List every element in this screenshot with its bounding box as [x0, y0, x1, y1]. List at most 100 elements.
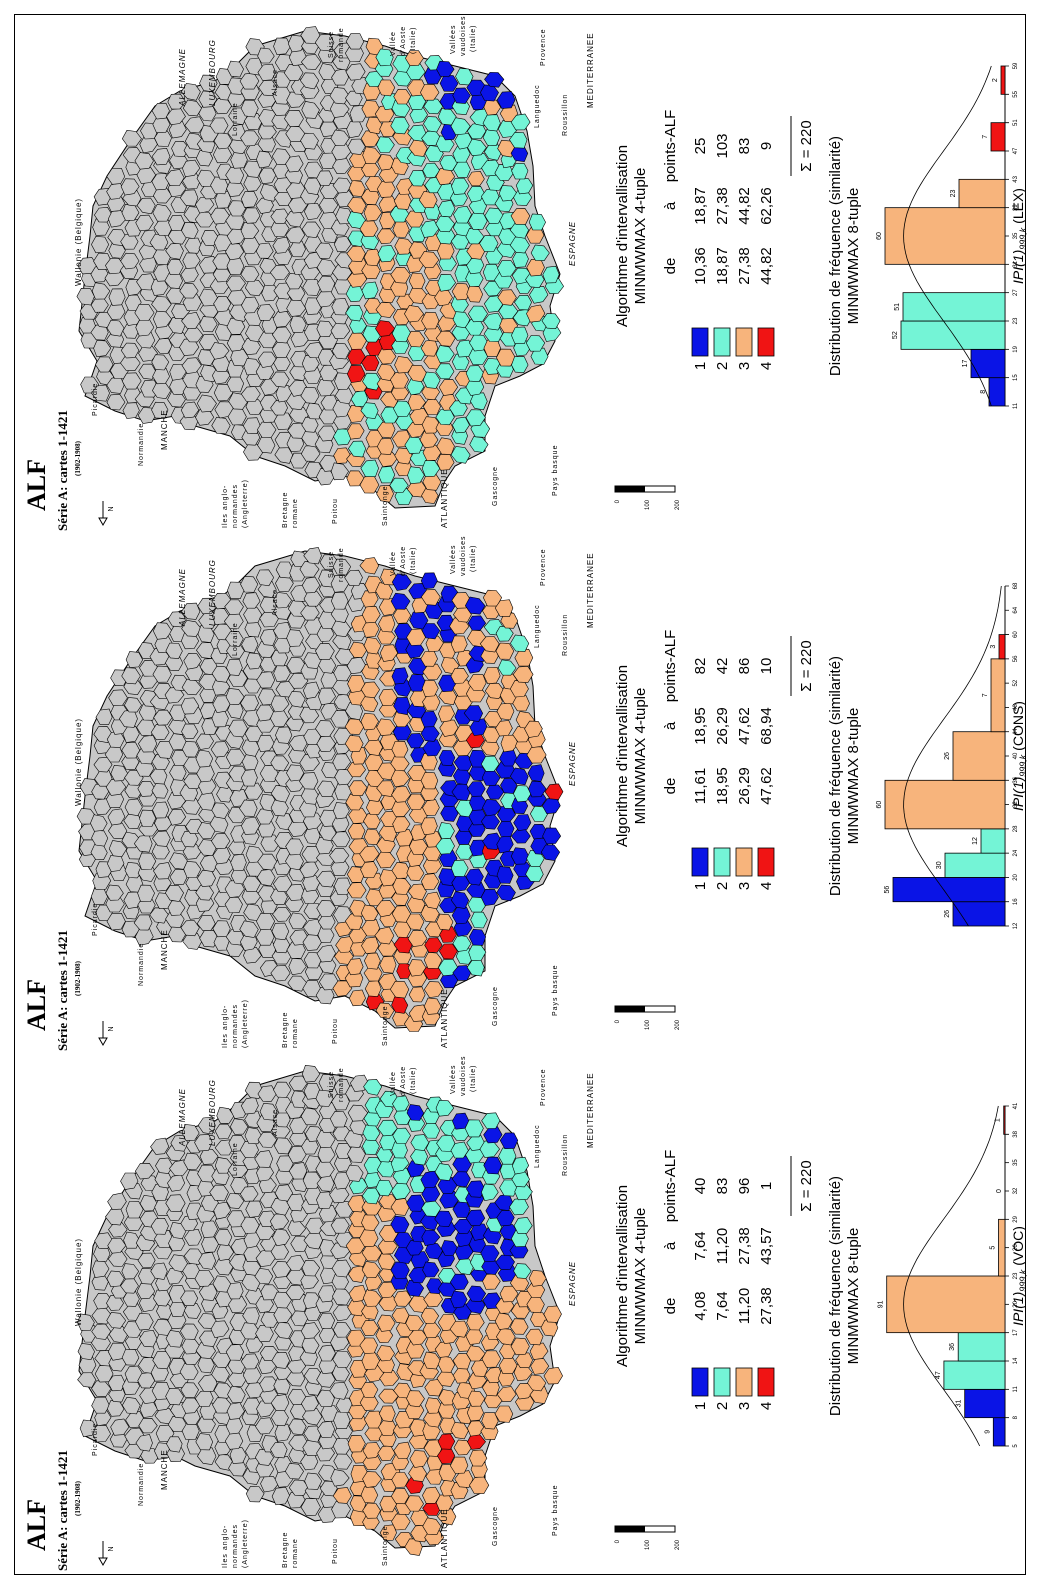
map-cell	[527, 764, 545, 782]
map-cell	[392, 1127, 411, 1144]
map-cell	[332, 1350, 353, 1368]
map-cell	[211, 416, 231, 434]
legend-to: 27,38	[736, 1227, 753, 1265]
map-cell	[316, 944, 336, 963]
map-cell	[524, 720, 543, 738]
region-label: Poitou	[332, 1018, 339, 1044]
histogram-bar	[990, 658, 1006, 733]
x-axis-label-main: IPI(1)	[1010, 777, 1026, 811]
legend-points: 40	[692, 1178, 709, 1195]
map-cell	[360, 590, 379, 608]
x-tick-label: 56	[1013, 655, 1019, 662]
map-cell	[211, 802, 230, 819]
x-tick-label: 11	[1013, 1386, 1019, 1393]
map-cell	[107, 854, 125, 872]
map-cell	[376, 485, 394, 503]
map-cell	[106, 1295, 124, 1311]
map-cell	[180, 697, 200, 715]
bar-value-label: 52	[892, 331, 899, 339]
map-cell	[315, 643, 335, 660]
map-cell	[255, 1223, 276, 1241]
map-cell	[419, 430, 439, 449]
map-cell	[332, 558, 352, 576]
map-cell	[255, 1296, 274, 1314]
map-cell	[407, 466, 425, 485]
map-cell	[390, 1261, 410, 1279]
map-cell	[300, 132, 319, 150]
legend-to: 44,82	[736, 187, 753, 225]
map-group	[76, 26, 564, 509]
map-cell	[149, 234, 169, 251]
region-label: Wallonie (Belgique)	[74, 718, 83, 806]
region-label: romane	[292, 1538, 299, 1568]
map-cell	[181, 1422, 200, 1440]
map-cell	[376, 420, 396, 439]
region-label: ATLANTIQUE	[440, 988, 449, 1048]
map-cell	[255, 1325, 274, 1343]
map-cell	[125, 651, 144, 668]
map-cell	[526, 226, 545, 244]
map-cell	[348, 989, 366, 1007]
histogram: Distribution de fréquence (similarité) MI…	[827, 62, 1028, 409]
map-cell	[276, 1155, 294, 1173]
map-cell	[302, 681, 320, 699]
map-cell	[316, 1445, 335, 1462]
legend: Algorithme d'intervallisation MINMWMAX 4-…	[614, 1150, 815, 1410]
region-label: d'Aoste	[400, 26, 407, 56]
legend-points: 103	[714, 133, 731, 158]
map-cell	[152, 1351, 172, 1370]
x-axis-label-sub: 999,k	[1018, 227, 1027, 250]
map-cell	[287, 691, 306, 708]
north-arrow-icon: N	[98, 501, 115, 527]
map-cell	[106, 1270, 125, 1288]
map-cell	[378, 615, 396, 633]
legend-class-number: 3	[736, 362, 753, 370]
map-cell	[406, 330, 426, 348]
map-cell	[467, 1390, 486, 1407]
map-cell	[452, 87, 471, 104]
map-cell	[498, 1147, 517, 1165]
region-label: Lorraine	[232, 102, 239, 136]
region-label: ESPAGNE	[568, 221, 577, 266]
map-cell	[226, 317, 246, 335]
legend-swatch	[713, 847, 731, 877]
map-cell	[286, 941, 306, 959]
region-label: Vallées	[450, 1065, 457, 1094]
map-cell	[273, 1291, 292, 1309]
map-cell	[256, 912, 276, 931]
map-cell	[421, 623, 441, 640]
map-cell	[110, 1418, 130, 1436]
map-cell	[481, 1378, 500, 1397]
histogram-bar	[964, 1388, 1006, 1419]
map-cell	[181, 311, 201, 329]
map-cell	[330, 462, 349, 481]
map-cell	[450, 667, 469, 684]
region-label: Suisse	[328, 31, 335, 58]
legend-points: 86	[736, 658, 753, 675]
map-cell	[405, 50, 424, 67]
map-cell	[226, 1282, 244, 1300]
legend-from: 44,82	[758, 247, 775, 285]
map-cell	[405, 1314, 424, 1331]
map-cell	[95, 708, 113, 725]
region-label: (Italie)	[410, 547, 417, 574]
map-cell	[331, 297, 349, 316]
map-cell	[421, 311, 440, 330]
scale-label: 0	[615, 1539, 621, 1543]
map-cell	[511, 356, 529, 374]
panel-cons: ALF Série A: cartes 1-1421 (1902-1908) N Wal…	[15, 535, 1028, 1056]
map-cell	[209, 342, 230, 360]
map-cell	[286, 91, 306, 108]
map-cell	[329, 848, 350, 864]
map-cell	[240, 386, 261, 402]
map-cell	[166, 1268, 184, 1285]
map-cell	[226, 658, 243, 676]
map-cell	[240, 190, 258, 208]
map-cell	[106, 393, 126, 411]
map-cell	[479, 1140, 500, 1158]
map-cell	[275, 726, 293, 744]
map-cell	[434, 289, 453, 307]
map-cell	[316, 379, 336, 397]
map-cell	[332, 1487, 352, 1504]
map-cell	[480, 187, 500, 206]
